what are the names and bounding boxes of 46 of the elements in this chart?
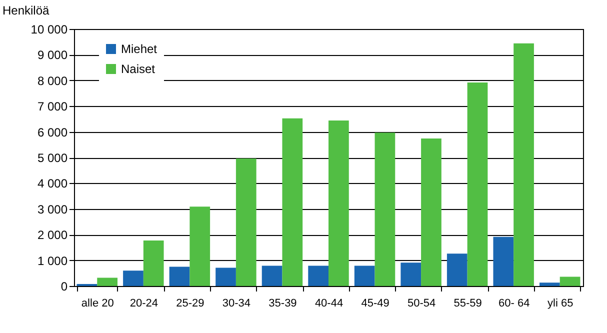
x-tick-label: 50-54	[407, 298, 436, 310]
x-tick-label: 35-39	[268, 298, 297, 310]
bar	[216, 268, 236, 286]
x-tick-label: alle 20	[81, 298, 114, 310]
y-tick-label: 7 000	[37, 100, 68, 114]
legend-label: Naiset	[121, 62, 156, 76]
bar	[467, 82, 488, 286]
x-tick-label: 40-44	[314, 298, 344, 310]
legend-label: Miehet	[121, 42, 158, 56]
bar	[282, 118, 303, 286]
bar	[97, 278, 118, 286]
y-tick-label: 0	[60, 280, 68, 294]
x-tick-label: 55-59	[454, 298, 482, 310]
bar	[540, 282, 560, 286]
bar	[421, 138, 442, 286]
x-tick-label: 60- 64	[498, 298, 530, 310]
y-axis-title: Henkilöä	[2, 4, 50, 18]
bar	[493, 236, 514, 286]
bar	[190, 206, 210, 286]
bar	[123, 270, 144, 286]
bar	[308, 266, 328, 286]
x-tick-label: yli 65	[548, 298, 574, 310]
y-tick-label: 3 000	[37, 202, 68, 216]
bar	[143, 240, 164, 286]
bar	[374, 132, 396, 286]
bar	[169, 266, 190, 286]
y-tick-label: 10 000	[30, 22, 68, 36]
bar	[236, 158, 256, 286]
y-tick-label: 8 000	[37, 74, 68, 88]
bar	[514, 43, 534, 286]
x-tick-label: 25-29	[176, 298, 204, 310]
y-tick-label: 2 000	[37, 228, 68, 242]
x-tick-label: 20-24	[130, 298, 158, 310]
bar	[328, 120, 349, 286]
bar	[262, 266, 282, 286]
bar	[560, 276, 580, 286]
bar	[446, 254, 468, 286]
y-tick-label: 9 000	[37, 48, 68, 62]
bar	[354, 266, 375, 286]
y-tick-label: 1 000	[37, 254, 68, 268]
y-tick-label: 6 000	[37, 125, 68, 140]
y-tick-label: 5 000	[37, 151, 68, 165]
x-tick-label: 30-34	[222, 298, 251, 310]
y-tick-label: 4 000	[37, 176, 68, 191]
x-tick-label: 45-49	[361, 298, 390, 310]
bar	[400, 262, 422, 286]
